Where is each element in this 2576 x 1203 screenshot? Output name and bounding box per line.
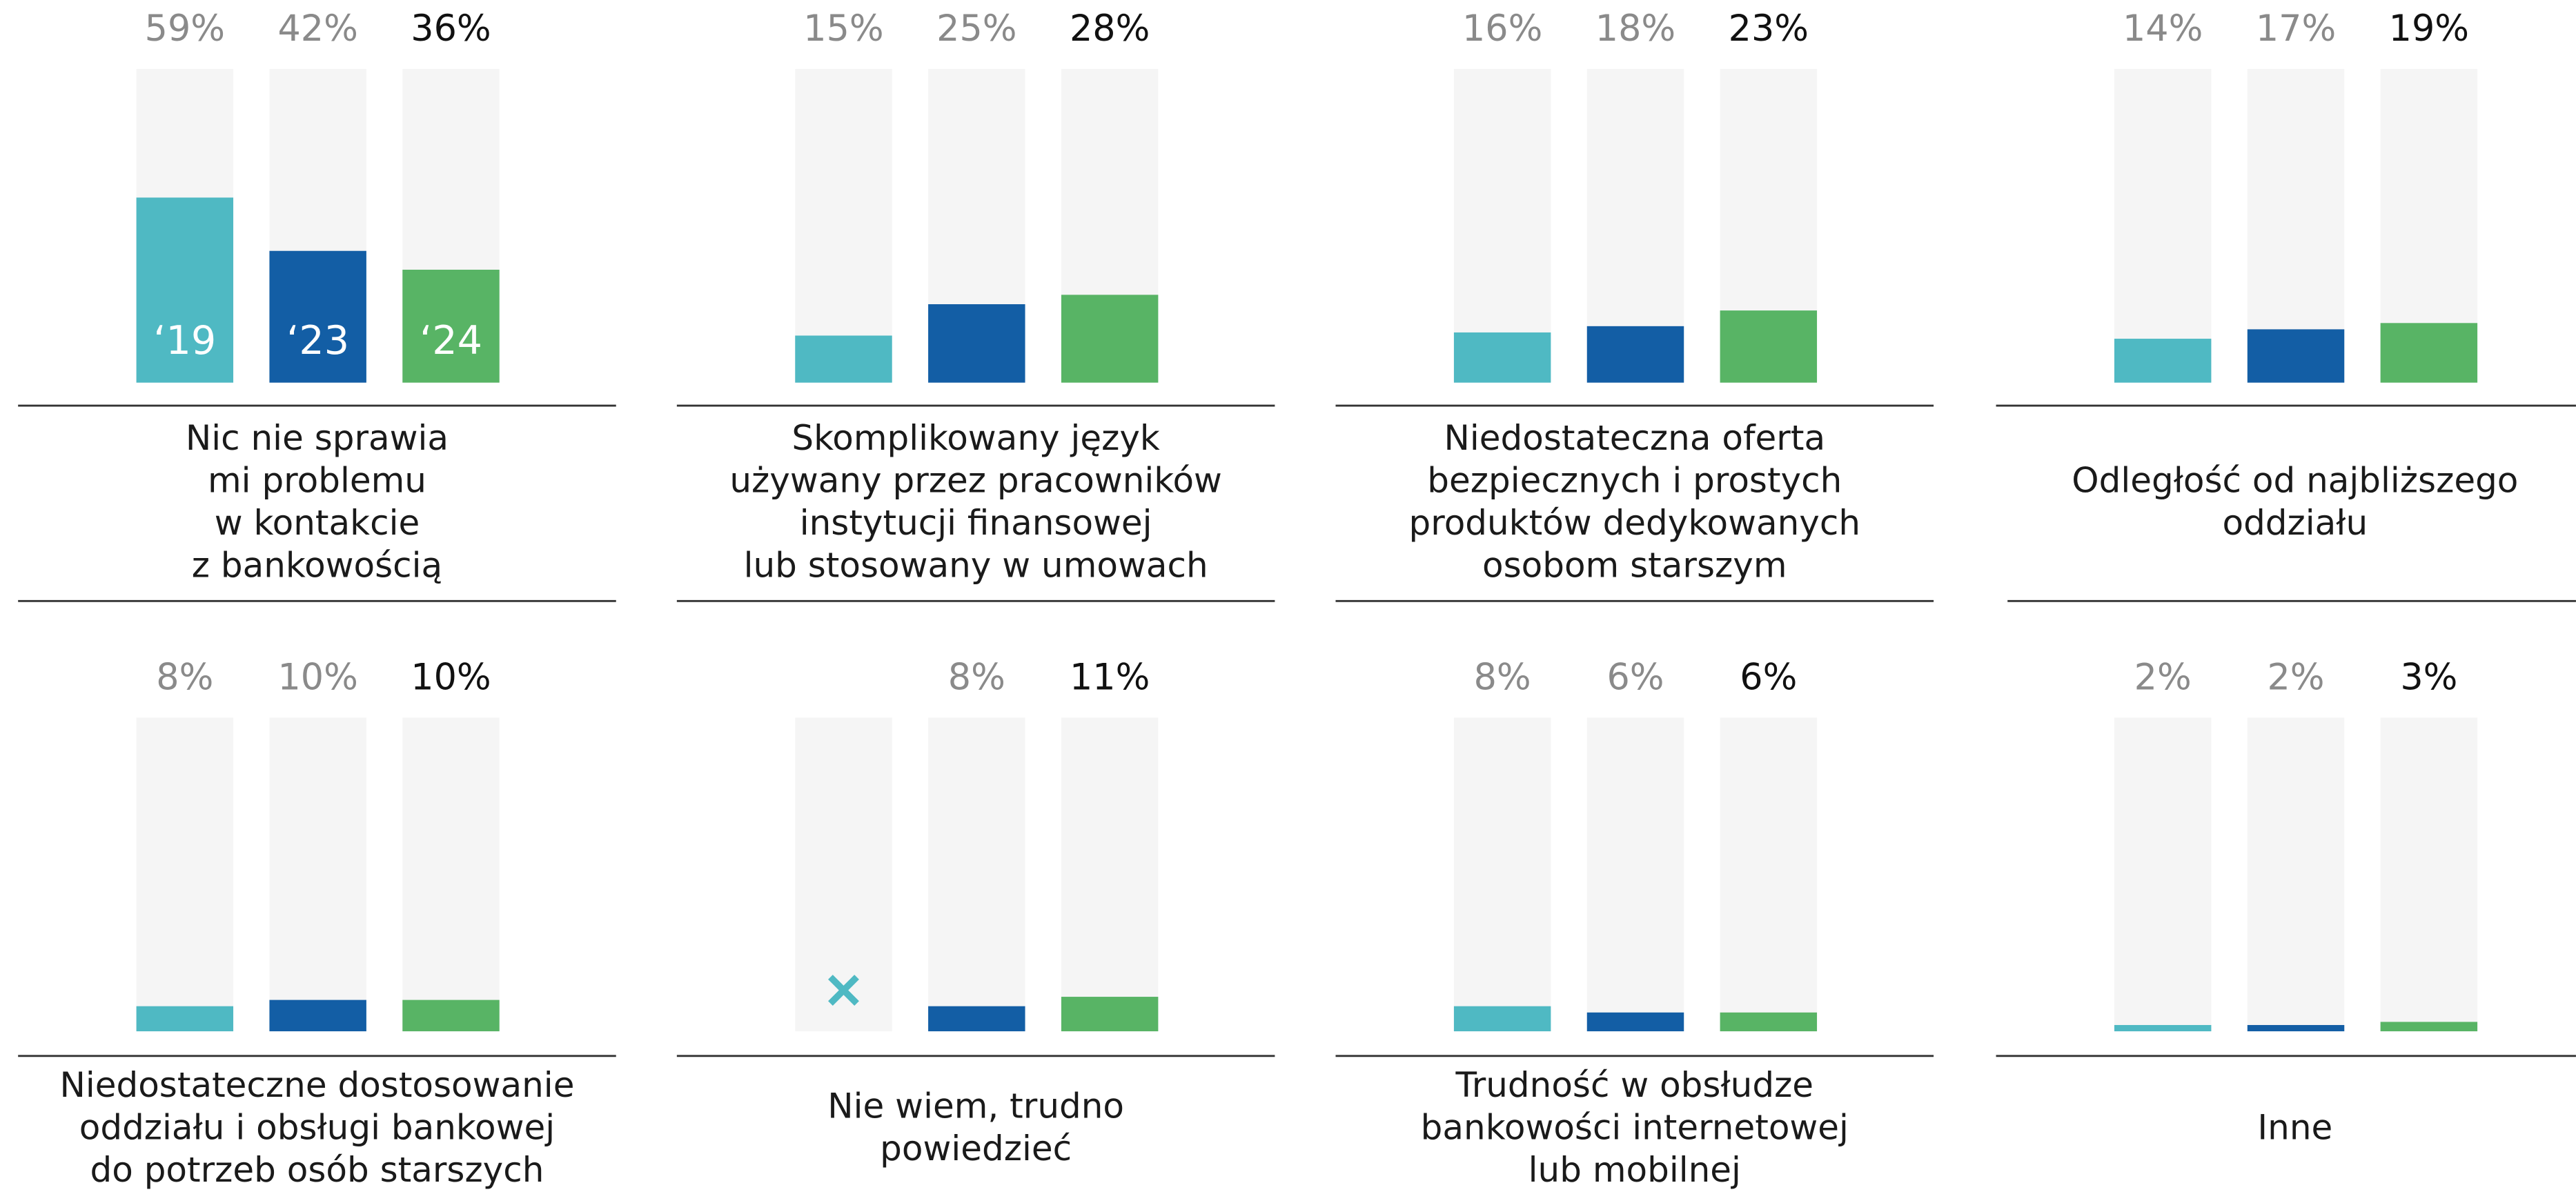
value-label: 18%	[1595, 8, 1675, 50]
panel-title: produktów dedykowanych	[1409, 503, 1861, 543]
bar	[2247, 1024, 2345, 1032]
bar	[1720, 1012, 1818, 1032]
value-label: 42%	[277, 8, 357, 50]
no-data-marker	[828, 975, 859, 1006]
panel-title: Nie wiem, trudno	[827, 1086, 1124, 1126]
bar	[2114, 339, 2212, 383]
bar	[928, 304, 1025, 383]
panel-title: do potrzeb osób starszych	[90, 1150, 544, 1190]
panel-title: oddziału	[2222, 503, 2368, 543]
value-label: 11%	[1070, 657, 1150, 699]
bar-track	[1720, 717, 1818, 1032]
bar	[1061, 997, 1159, 1032]
bar-track	[2114, 717, 2212, 1032]
bar-track	[1061, 717, 1159, 1032]
bar	[928, 1006, 1025, 1032]
panel-title: Nic nie sprawia	[186, 418, 449, 458]
bar	[402, 270, 500, 383]
value-label: 36%	[411, 8, 491, 50]
panel-title: z bankowością	[192, 546, 442, 586]
bar	[1720, 310, 1818, 383]
bar-track	[795, 68, 892, 383]
bar	[1586, 326, 1684, 383]
panel-title: bezpiecznych i prostych	[1427, 461, 1842, 501]
panel-title: mi problemu	[208, 461, 426, 501]
bar-track	[1453, 68, 1551, 383]
value-label: 8%	[948, 657, 1005, 699]
bar-track	[795, 717, 892, 1032]
value-label: 23%	[1729, 8, 1809, 50]
bar	[1453, 332, 1551, 383]
bar	[1061, 295, 1159, 383]
bar	[136, 197, 234, 383]
value-label: 2%	[2267, 657, 2324, 699]
bar	[269, 250, 366, 383]
value-label: 15%	[803, 8, 883, 50]
bar	[2380, 1022, 2478, 1032]
value-label: 14%	[2123, 8, 2203, 50]
value-label: 2%	[2134, 657, 2192, 699]
bar	[795, 335, 892, 383]
value-label: 25%	[936, 8, 1016, 50]
value-label: 6%	[1740, 657, 1797, 699]
value-label: 28%	[1070, 8, 1150, 50]
bar	[2114, 1024, 2212, 1032]
category-label: ‘19	[153, 318, 216, 364]
value-label: 19%	[2389, 8, 2469, 50]
panel-title: bankowości internetowej	[1421, 1107, 1849, 1147]
panel-title: lub mobilnej	[1528, 1150, 1741, 1190]
panel-title: lub stosowany w umowach	[744, 546, 1208, 586]
value-label: 59%	[145, 8, 225, 50]
category-label: ‘24	[420, 318, 482, 364]
panel-title: Inne	[2257, 1107, 2332, 1147]
bar-track	[2380, 717, 2478, 1032]
value-label: 10%	[411, 657, 491, 699]
bar	[136, 1006, 234, 1032]
panel-title: używany przez pracowników	[729, 461, 1222, 501]
panel-title: Odległość od najbliższego	[2072, 461, 2518, 501]
category-label: ‘23	[286, 318, 349, 364]
value-label: 10%	[277, 657, 357, 699]
value-label: 6%	[1606, 657, 1664, 699]
value-label: 17%	[2256, 8, 2336, 50]
bar	[1586, 1012, 1684, 1032]
panel-title: Niedostateczne dostosowanie	[59, 1065, 574, 1105]
panel-title: w kontakcie	[215, 503, 420, 543]
bar-track	[928, 717, 1025, 1032]
value-label: 3%	[2400, 657, 2457, 699]
bar	[269, 1000, 366, 1032]
value-label: 8%	[156, 657, 213, 699]
bar-track	[1453, 717, 1551, 1032]
bar-track	[269, 717, 366, 1032]
panel-title: oddziału i obsługi bankowej	[79, 1107, 555, 1147]
panel-title: Niedostateczna oferta	[1444, 418, 1825, 458]
bar-track	[136, 717, 234, 1032]
panel-title: instytucji finansowej	[800, 503, 1152, 543]
panel-title: Trudność w obsłudze	[1455, 1065, 1814, 1105]
value-label: 16%	[1462, 8, 1542, 50]
panel-title: Skomplikowany język	[792, 418, 1160, 458]
bar-track	[2114, 68, 2212, 383]
panel-title: osobom starszym	[1482, 546, 1787, 586]
panel-title: powiedzieć	[880, 1129, 1072, 1169]
bar	[2247, 329, 2345, 383]
bar-track	[402, 717, 500, 1032]
bar	[402, 1000, 500, 1032]
bar-track	[1586, 717, 1684, 1032]
bar-track	[2247, 717, 2345, 1032]
bar	[2380, 323, 2478, 383]
value-label: 8%	[1474, 657, 1531, 699]
bar	[1453, 1006, 1551, 1032]
